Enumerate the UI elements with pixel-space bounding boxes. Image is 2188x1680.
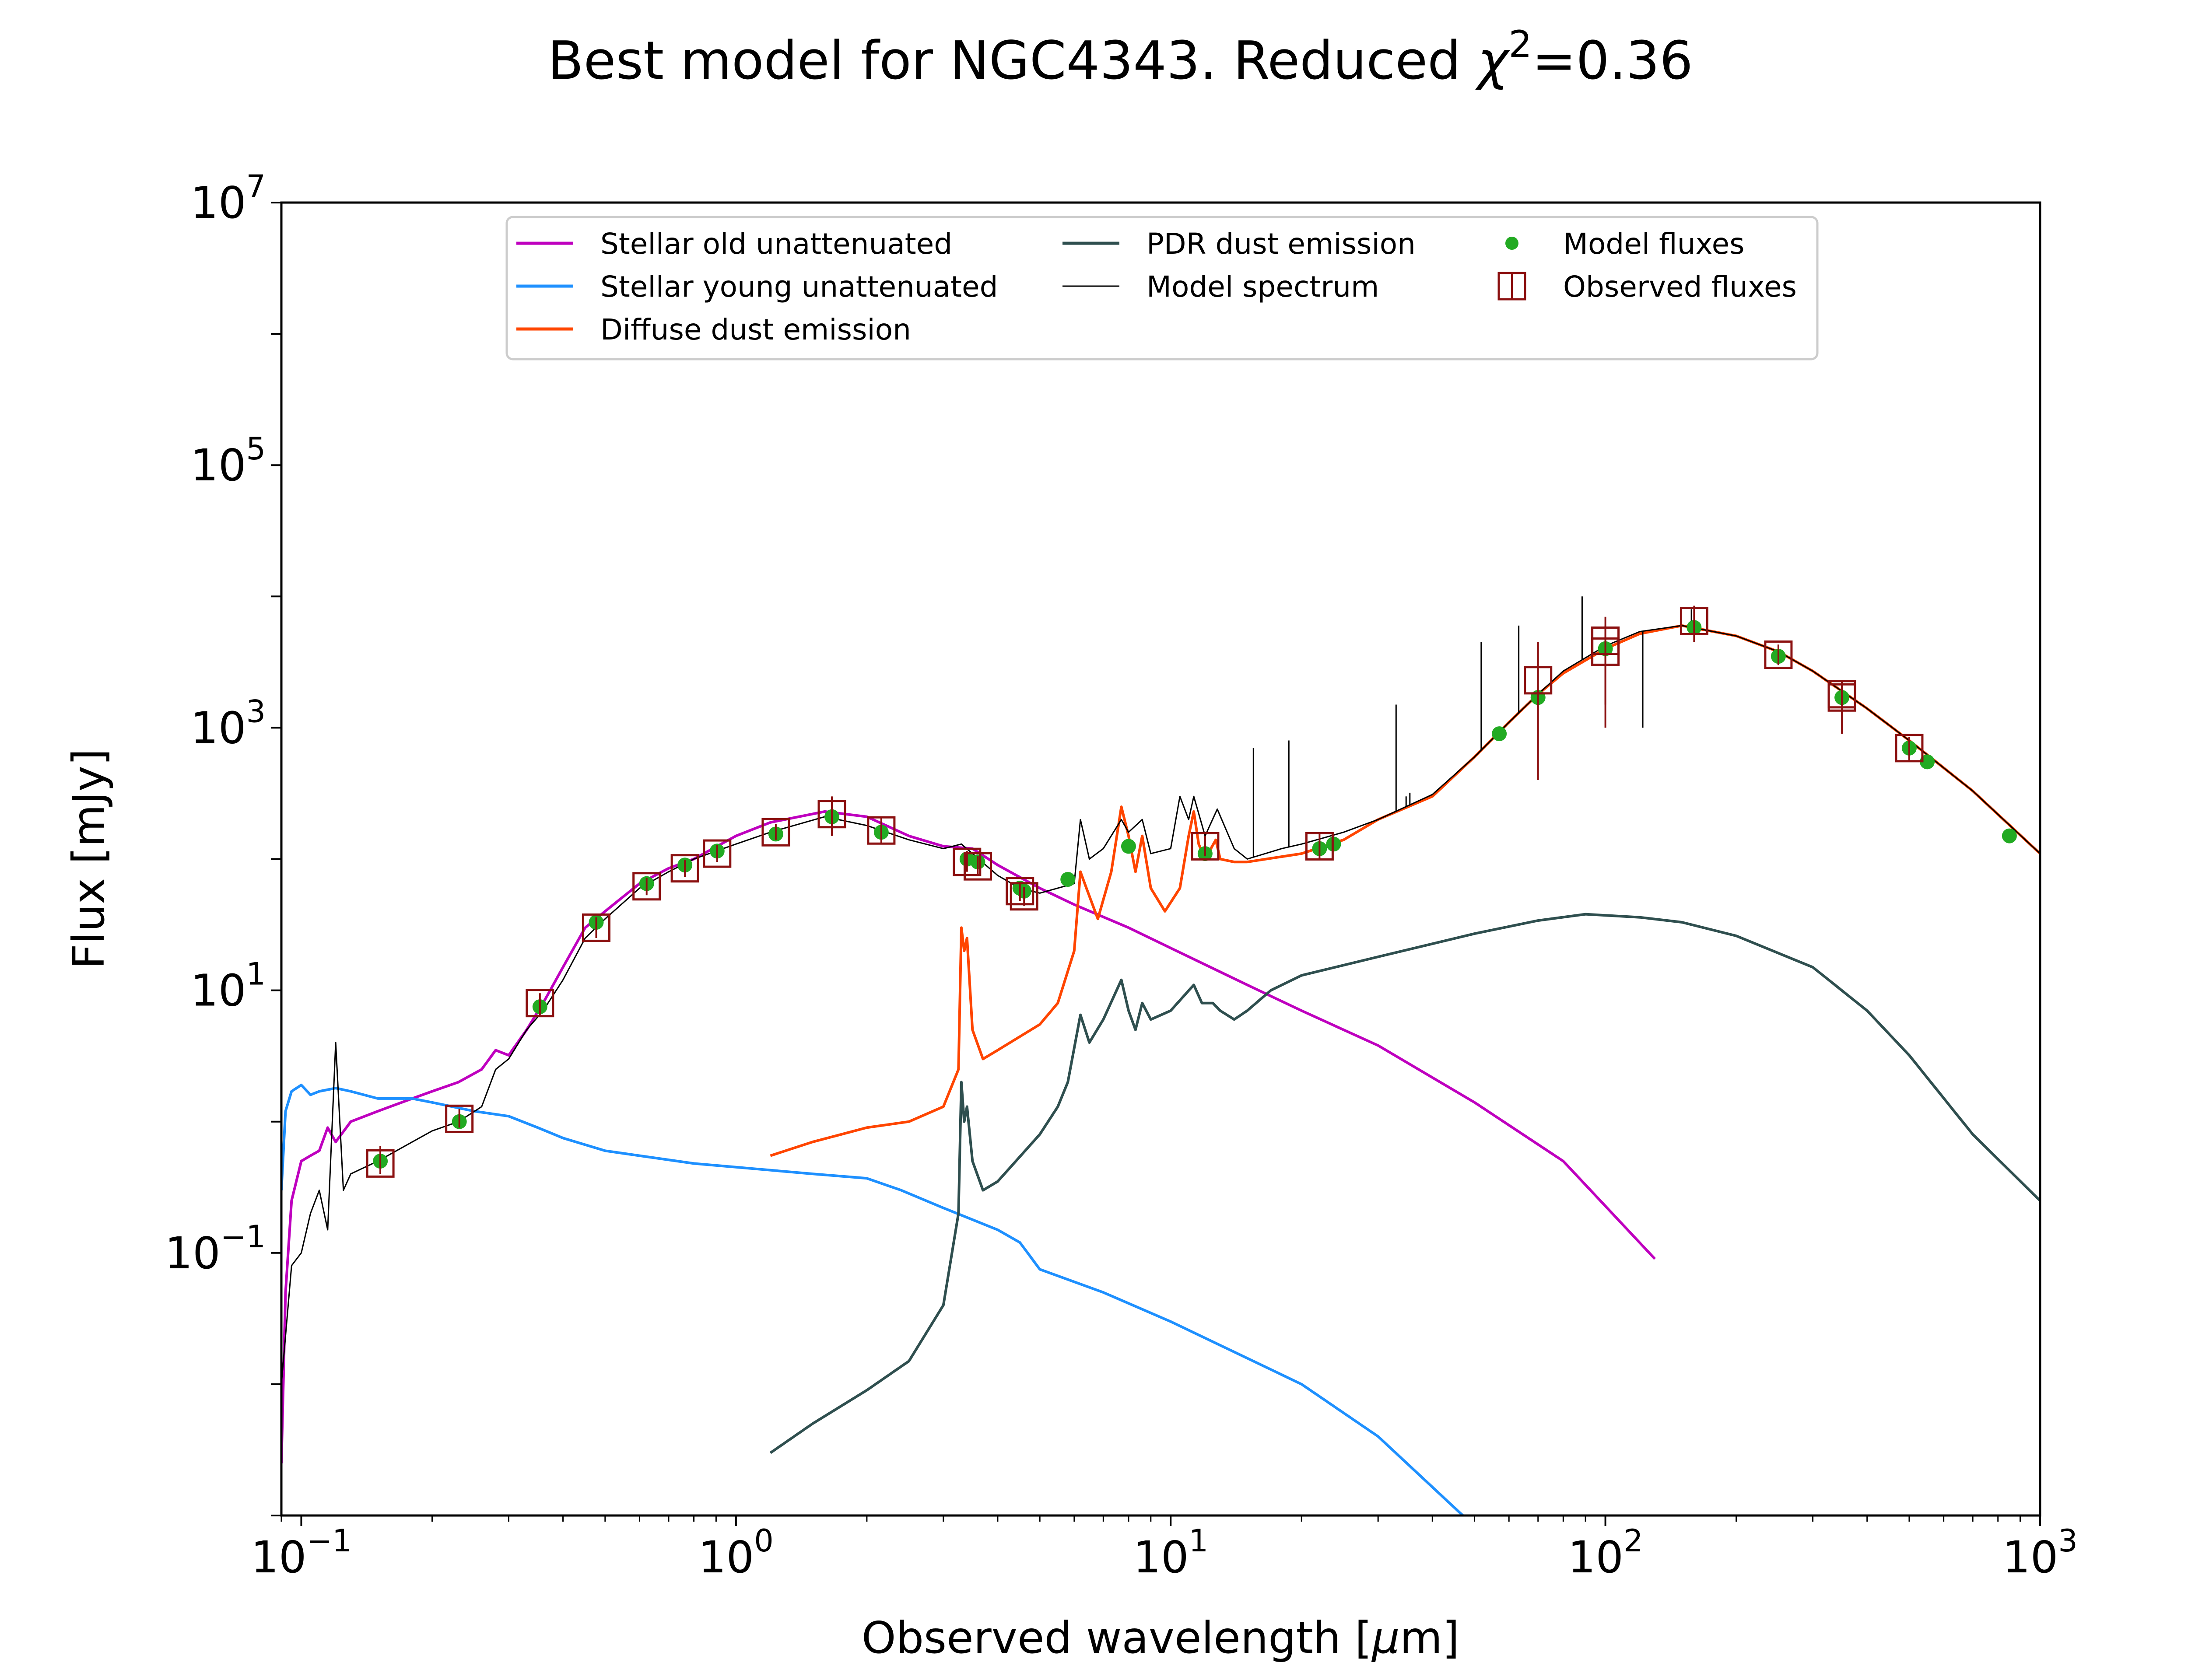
observed-flux-point — [582, 913, 610, 942]
plot-lines — [281, 596, 2040, 1516]
observed-flux-point — [445, 1104, 474, 1133]
legend-entry-pdr-dust-emission: PDR dust emission — [1062, 227, 1416, 261]
observed-flux-point — [1010, 882, 1038, 911]
x-tick-label: 10−1 — [251, 1523, 351, 1583]
chart-title-value: =0.36 — [1532, 31, 1693, 91]
y-tick-label: 103 — [190, 693, 266, 753]
observed-flux-point — [703, 839, 732, 868]
chart-title-sup: 2 — [1509, 23, 1532, 66]
chart-title-chi: χ — [1475, 31, 1511, 91]
model-flux-point — [1920, 754, 1935, 770]
observed-flux-point — [761, 818, 790, 847]
y-tick-label: 10−1 — [165, 1219, 266, 1279]
legend-label: Stellar old unattenuated — [600, 227, 952, 261]
y-tick-label: 107 — [190, 168, 266, 228]
x-tick-label: 100 — [698, 1523, 774, 1583]
legend-label: Diffuse dust emission — [600, 313, 911, 346]
observed-flux-point — [953, 847, 982, 876]
model-flux-point — [1060, 872, 1076, 887]
legend-label: PDR dust emission — [1147, 227, 1416, 261]
observed-flux-point — [366, 1149, 395, 1178]
observed-flux-point — [1827, 683, 1856, 712]
observed-flux-point — [817, 800, 846, 829]
observed-flux-point — [1764, 640, 1793, 669]
observed-flux-point — [867, 816, 896, 845]
legend-swatch — [1505, 237, 1518, 250]
observed-flux-point — [1191, 832, 1220, 861]
model-flux-point — [2002, 828, 2017, 844]
x-axis-label: Observed wavelength [μm] — [862, 1612, 1459, 1663]
x-axis-label-mu: μ — [1371, 1612, 1400, 1663]
observed-flux-point — [1895, 734, 1924, 763]
y-axis: 10−1 101 103 105 107 — [165, 168, 281, 1516]
legend: Stellar old unattenuated Stellar young un… — [505, 216, 1819, 360]
chart-title: Best model for NGC4343. Reduced χ2=0.36 — [547, 23, 1693, 91]
legend-entry-observed-fluxes: Observed fluxes — [1497, 270, 1797, 304]
legend-label: Stellar young unattenuated — [600, 270, 998, 304]
observed-flux-point — [1006, 877, 1034, 906]
x-tick-label: 101 — [1133, 1523, 1208, 1583]
chart-title-text: Best model for NGC4343. Reduced — [547, 31, 1477, 91]
observed-flux-point — [1524, 666, 1553, 695]
x-tick-label: 102 — [1568, 1523, 1643, 1583]
observed-flux-point — [1591, 637, 1620, 666]
legend-entry-stellar-young-unattenuated: Stellar young unattenuated — [516, 270, 998, 304]
legend-entry-model-fluxes: Model fluxes — [1505, 227, 1745, 261]
observed-flux-point — [670, 854, 699, 883]
y-axis-label: Flux [mJy] — [63, 749, 114, 969]
legend-entry-stellar-old-unattenuated: Stellar old unattenuated — [516, 227, 952, 261]
observed-flux-point — [526, 989, 554, 1018]
legend-box — [505, 216, 1819, 360]
series-line-diffuse-dust-emission — [770, 624, 2040, 1157]
x-axis-label-post: m] — [1400, 1612, 1459, 1663]
x-axis: 10−1 100 101 102 103 — [251, 1516, 2078, 1583]
model-flux-point — [1121, 839, 1136, 854]
legend-label: Model spectrum — [1147, 270, 1379, 304]
plot-markers — [366, 606, 2017, 1178]
observed-flux-point — [1680, 606, 1708, 635]
model-flux-point — [1492, 726, 1507, 742]
y-tick-label: 101 — [190, 956, 266, 1016]
observed-flux-point — [1305, 832, 1334, 861]
legend-entry-diffuse-dust-emission: Diffuse dust emission — [516, 313, 911, 346]
x-axis-label-pre: Observed wavelength [ — [862, 1612, 1372, 1663]
observed-flux-point — [632, 872, 661, 901]
y-tick-label: 105 — [190, 431, 266, 491]
legend-entry-model-spectrum: Model spectrum — [1062, 270, 1379, 304]
x-tick-label: 103 — [2002, 1523, 2078, 1583]
legend-label: Observed fluxes — [1563, 270, 1797, 304]
observed-flux-point — [963, 852, 992, 881]
series-line-pdr-dust-emission — [769, 913, 2040, 1454]
series-line-stellar-old-unattenuated — [281, 810, 1656, 1463]
legend-label: Model fluxes — [1563, 227, 1745, 261]
series-line-stellar-young-unattenuated — [281, 1084, 1464, 1516]
